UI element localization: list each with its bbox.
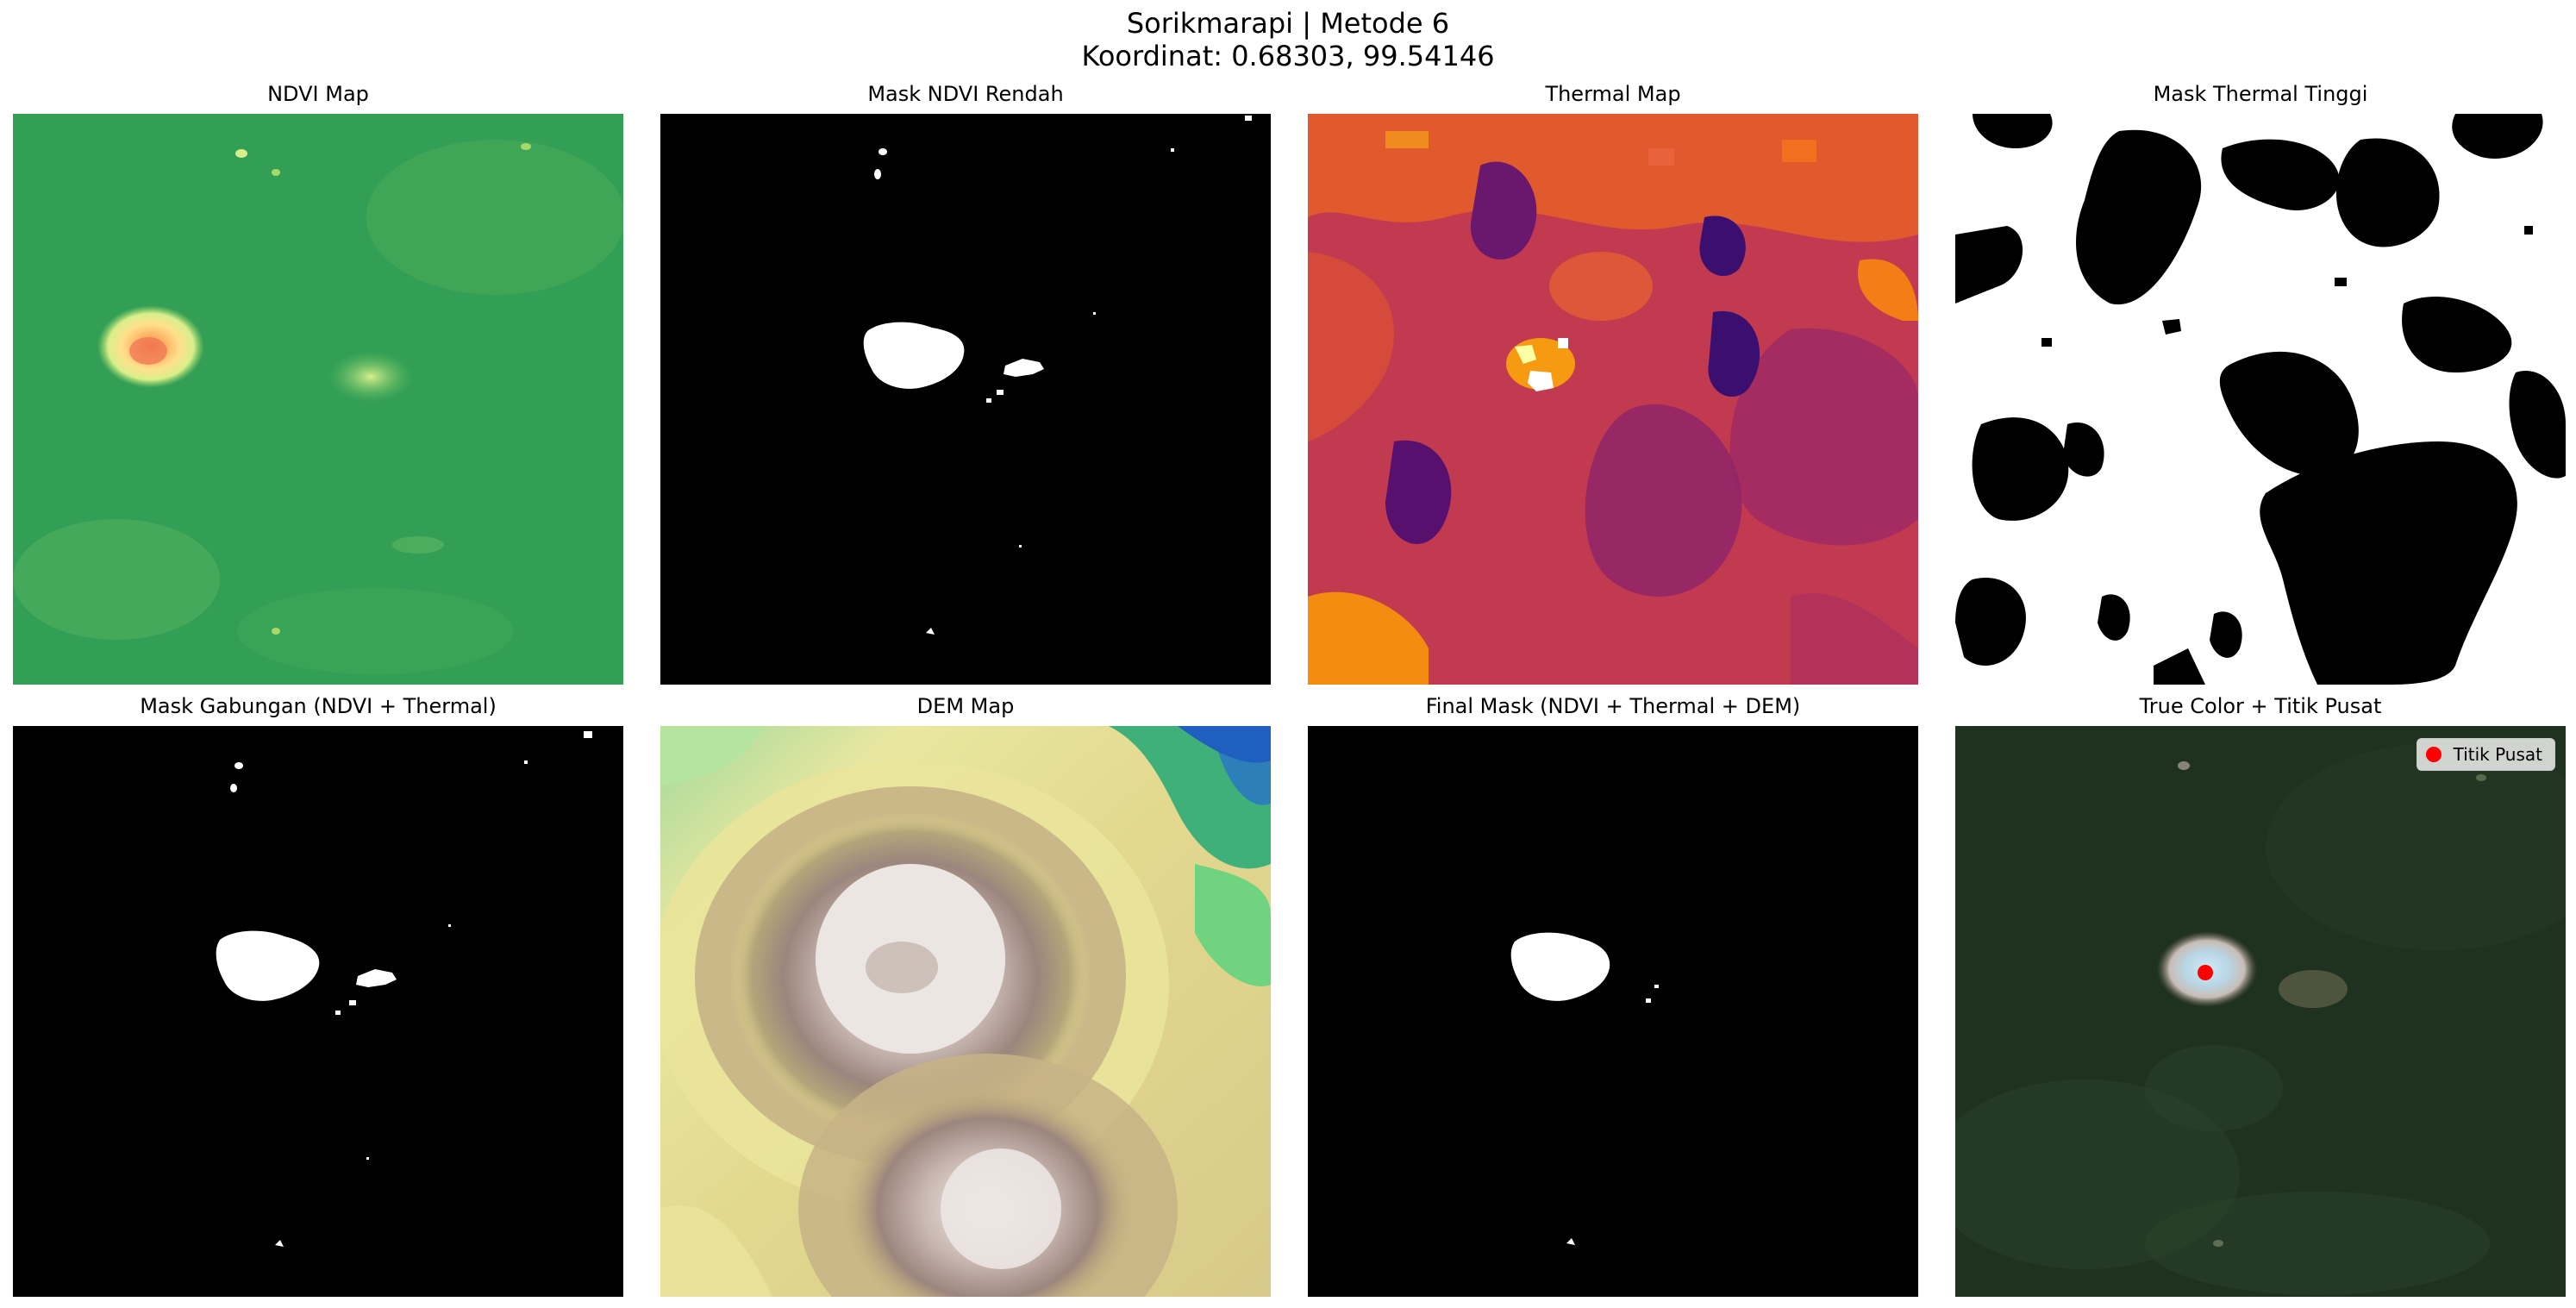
thermal-map-image [1308,114,1918,685]
legend: Titik Pusat [2416,738,2555,771]
mask-ndvi-rendah-image [660,114,1271,685]
legend-marker-icon [2425,747,2442,762]
center-point-marker [2198,965,2213,980]
mask-thermal-tinggi-image [1955,114,2566,685]
figure-subtitle: Koordinat: 0.68303, 99.54146 [1081,40,1495,72]
panel-title-true-color: True Color + Titik Pusat [2139,694,2382,718]
true-color-image: Titik Pusat [1955,726,2566,1297]
panel-title-mask-ndvi-rendah: Mask NDVI Rendah [867,82,1064,106]
panel-title-ndvi-map: NDVI Map [267,82,369,106]
panel-title-mask-thermal-tinggi: Mask Thermal Tinggi [2153,82,2368,106]
figure-title: Sorikmarapi | Metode 6 [1126,7,1450,40]
legend-label: Titik Pusat [2453,744,2542,765]
dem-map-image [660,726,1271,1297]
panel-title-dem-map: DEM Map [916,694,1015,718]
panel-title-final-mask: Final Mask (NDVI + Thermal + DEM) [1425,694,1801,718]
panel-title-thermal-map: Thermal Map [1545,82,1681,106]
ndvi-map-image [13,114,623,685]
mask-gabungan-image [13,726,623,1297]
final-mask-image [1308,726,1918,1297]
panel-title-mask-gabungan: Mask Gabungan (NDVI + Thermal) [140,694,497,718]
